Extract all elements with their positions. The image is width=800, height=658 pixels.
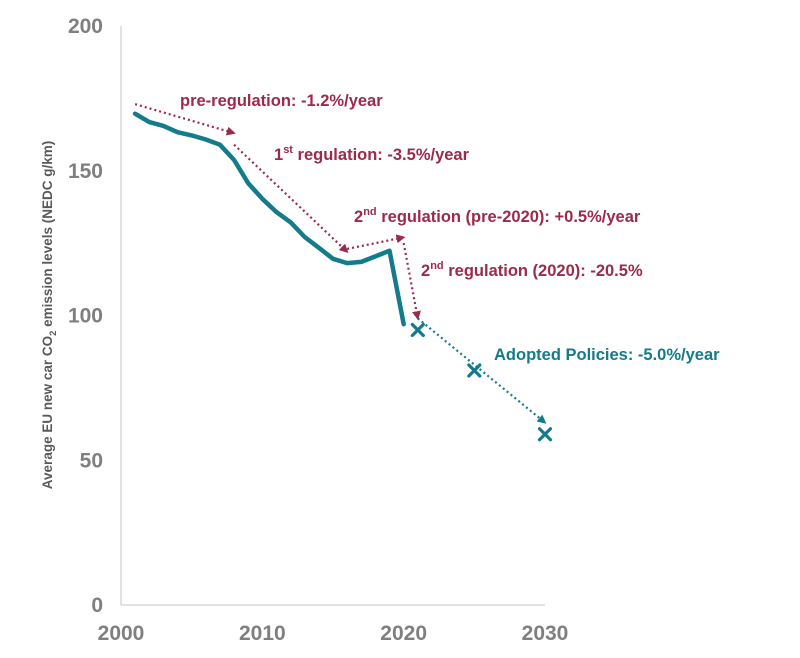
annotation-arrow-reg2pre <box>346 234 406 250</box>
annotation-arrow-reg1 <box>233 143 349 254</box>
y-axis-label: Average EU new car CO2 emission levels (… <box>40 141 59 489</box>
x-tick-label: 2020 <box>380 622 427 645</box>
y-tick-label: 0 <box>91 594 103 617</box>
annotation-arrow-adopted <box>417 317 547 424</box>
x-tick-label: 2010 <box>239 622 286 645</box>
annotation-arrow-reg2020 <box>402 242 421 321</box>
y-tick-label: 200 <box>68 15 103 38</box>
x-tick-label: 2030 <box>522 622 569 645</box>
annotation-first-regulation: 1st regulation: -3.5%/year <box>274 144 470 164</box>
policy-target-marker <box>410 322 425 338</box>
annotation-arrow-pre <box>134 103 236 136</box>
annotation-adopted-policies: Adopted Policies: -5.0%/year <box>494 346 720 364</box>
annotation-second-regulation-pre-2020: 2nd regulation (pre-2020): +0.5%/year <box>354 206 641 226</box>
y-tick-label: 100 <box>68 305 103 328</box>
policy-target-marker <box>537 427 553 442</box>
historic-series-line <box>132 111 406 327</box>
x-tick-label: 2000 <box>98 622 145 645</box>
annotation-pre-regulation: pre-regulation: -1.2%/year <box>180 92 383 110</box>
policy-target-marker <box>467 363 482 378</box>
annotation-second-regulation-2020: 2nd regulation (2020): -20.5% <box>421 260 643 280</box>
y-tick-label: 50 <box>80 449 103 472</box>
y-tick-label: 150 <box>68 160 103 183</box>
